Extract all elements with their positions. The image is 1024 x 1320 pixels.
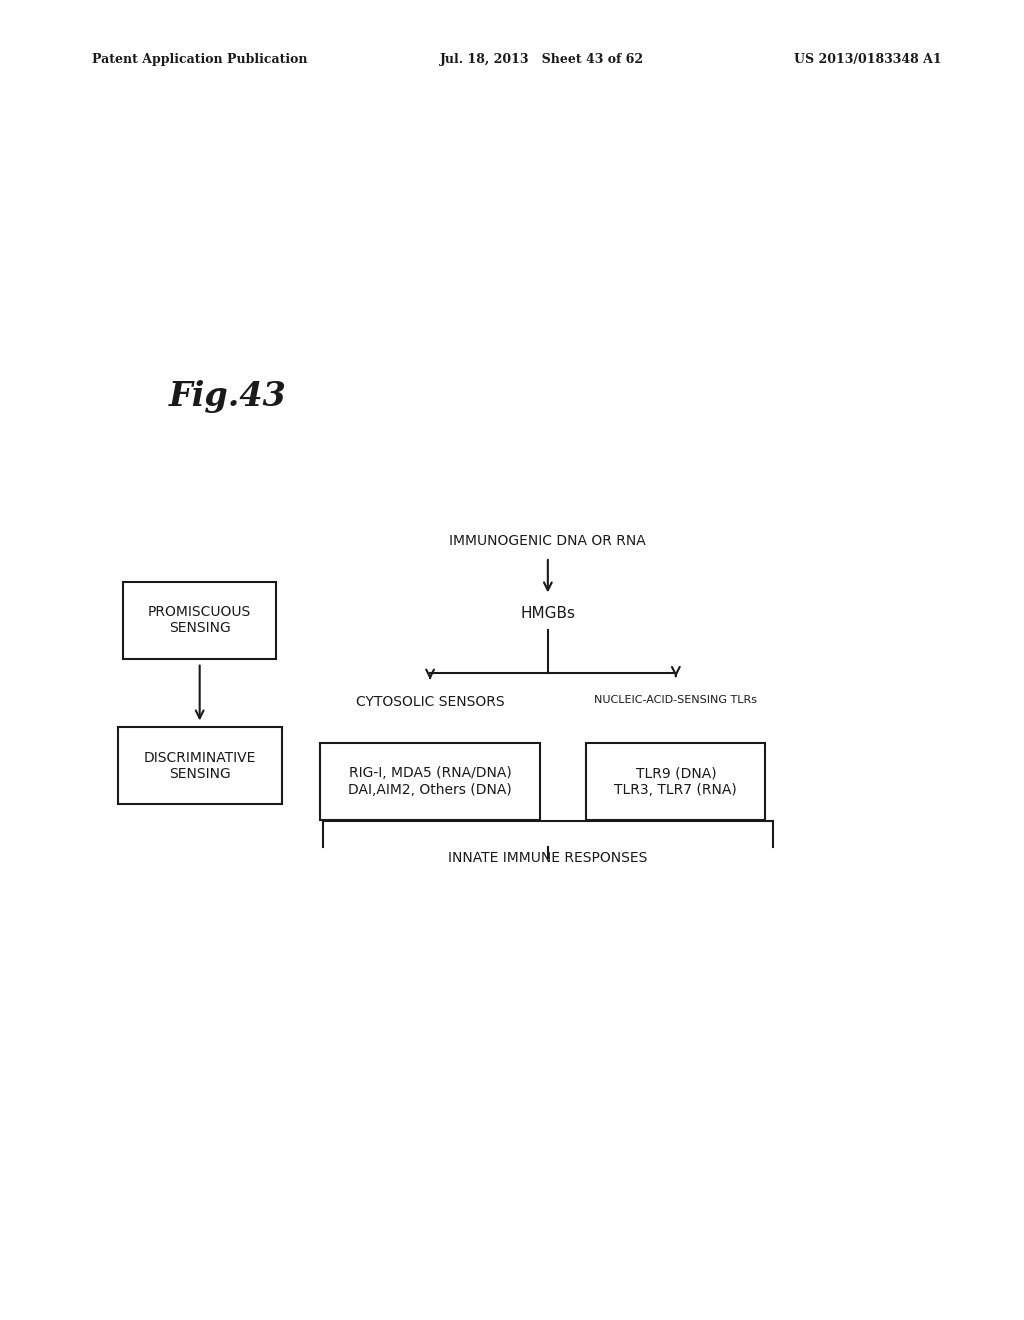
Text: PROMISCUOUS
SENSING: PROMISCUOUS SENSING — [148, 606, 251, 635]
Text: NUCLEIC-ACID-SENSING TLRs: NUCLEIC-ACID-SENSING TLRs — [594, 694, 758, 705]
Text: TLR9 (DNA)
TLR3, TLR7 (RNA): TLR9 (DNA) TLR3, TLR7 (RNA) — [614, 767, 737, 796]
Text: Fig.43: Fig.43 — [169, 380, 287, 413]
FancyBboxPatch shape — [319, 743, 541, 820]
FancyBboxPatch shape — [118, 727, 282, 804]
Text: HMGBs: HMGBs — [520, 606, 575, 622]
Text: DISCRIMINATIVE
SENSING: DISCRIMINATIVE SENSING — [143, 751, 256, 780]
Text: INNATE IMMUNE RESPONSES: INNATE IMMUNE RESPONSES — [449, 851, 647, 865]
Text: Patent Application Publication: Patent Application Publication — [92, 53, 307, 66]
Text: RIG-I, MDA5 (RNA/DNA)
DAI,AIM2, Others (DNA): RIG-I, MDA5 (RNA/DNA) DAI,AIM2, Others (… — [348, 767, 512, 796]
Text: CYTOSOLIC SENSORS: CYTOSOLIC SENSORS — [355, 696, 505, 709]
FancyBboxPatch shape — [123, 582, 276, 659]
Text: IMMUNOGENIC DNA OR RNA: IMMUNOGENIC DNA OR RNA — [450, 535, 646, 548]
Text: Jul. 18, 2013   Sheet 43 of 62: Jul. 18, 2013 Sheet 43 of 62 — [440, 53, 644, 66]
Text: US 2013/0183348 A1: US 2013/0183348 A1 — [795, 53, 942, 66]
FancyBboxPatch shape — [586, 743, 766, 820]
